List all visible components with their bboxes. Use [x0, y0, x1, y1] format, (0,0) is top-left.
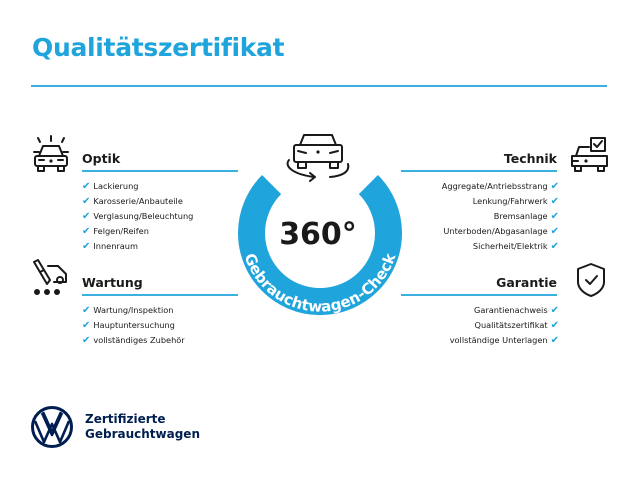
check-icon: ✔: [82, 181, 91, 192]
list-item: ✔ Karosserie/Anbauteile: [82, 196, 183, 207]
check-icon: ✔: [82, 305, 91, 316]
check-icon: ✔: [550, 241, 559, 252]
page-title: Qualitätszertifikat: [32, 33, 285, 62]
check-icon: ✔: [550, 211, 559, 222]
shield-check-icon: [577, 263, 605, 297]
check-icon: ✔: [82, 241, 91, 252]
list-item: Aggregate/Antriebsstrang ✔: [441, 181, 559, 192]
list-item: Garantienachweis ✔: [473, 305, 559, 316]
list-item: Bremsanlage ✔: [493, 211, 559, 222]
brand-text: Zertifizierte Gebrauchtwagen: [85, 412, 200, 442]
list-item: ✔ Felgen/Reifen: [82, 226, 149, 237]
garantie-divider: [401, 294, 557, 296]
list-item: ✔ Hauptuntersuchung: [82, 320, 175, 331]
check-icon: ✔: [550, 305, 559, 316]
list-item: Unterboden/Abgasanlage ✔: [443, 226, 559, 237]
list-item: Sicherheit/Elektrik ✔: [472, 241, 559, 252]
check-icon: ✔: [82, 226, 91, 237]
section-title-technik: Technik: [503, 151, 557, 166]
vw-logo: [31, 406, 73, 448]
wartung-list: ✔ Wartung/Inspektion ✔ Hauptuntersuchung ✔…: [82, 303, 185, 348]
check-icon: ✔: [550, 226, 559, 237]
list-item: ✔ Verglasung/Beleuchtung: [82, 211, 194, 222]
technik-list: Aggregate/Antriebsstrang ✔ Lenkung/Fahrwe…: [442, 179, 559, 254]
car-360-icon: [286, 134, 350, 182]
check-icon: ✔: [550, 335, 559, 346]
check-icon: ✔: [82, 320, 91, 331]
list-item: ✔ vollständiges Zubehör: [82, 335, 185, 346]
list-item: vollständige Unterlagen ✔: [449, 335, 559, 346]
brand-line-2: Gebrauchtwagen: [85, 427, 200, 441]
badge-ring: [238, 175, 402, 315]
check-icon: ✔: [550, 320, 559, 331]
list-item: ✔ Innenraum: [82, 241, 138, 252]
service-tools-car-icon: [33, 259, 67, 295]
section-title-wartung: Wartung: [82, 275, 143, 290]
list-item: Lenkung/Fahrwerk ✔: [472, 196, 559, 207]
car-headlights-icon: [33, 135, 69, 172]
car-checklist-icon: [571, 137, 608, 172]
brand-line-1: Zertifizierte: [85, 412, 166, 426]
garantie-list: Garantienachweis ✔ Qualitätszertifikat ✔ v…: [450, 303, 559, 348]
check-icon: ✔: [550, 196, 559, 207]
check-icon: ✔: [82, 211, 91, 222]
wartung-divider: [82, 294, 238, 296]
technik-divider: [401, 170, 557, 172]
check-icon: ✔: [82, 196, 91, 207]
optik-divider: [82, 170, 238, 172]
check-icon: ✔: [550, 181, 559, 192]
section-title-optik: Optik: [82, 151, 121, 166]
list-item: ✔ Wartung/Inspektion: [82, 305, 174, 316]
list-item: ✔ Lackierung: [82, 181, 139, 192]
title-divider: [31, 85, 607, 87]
section-title-garantie: Garantie: [496, 275, 557, 290]
badge-360-label: 360°: [279, 217, 357, 252]
optik-list: ✔ Lackierung ✔ Karosserie/Anbauteile ✔ Verg…: [82, 179, 193, 254]
list-item: Qualitätszertifikat ✔: [474, 320, 559, 331]
check-icon: ✔: [82, 335, 91, 346]
